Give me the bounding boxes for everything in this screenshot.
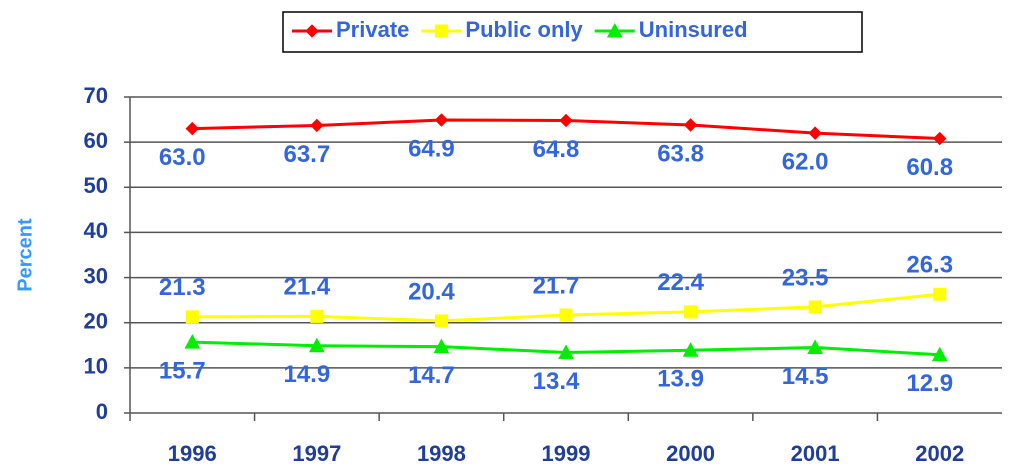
data-point	[310, 309, 324, 323]
data-point	[559, 308, 573, 322]
data-point	[808, 126, 822, 140]
y-tick-label: 40	[84, 218, 108, 243]
data-label: 21.7	[533, 272, 580, 299]
legend-box	[282, 11, 863, 53]
y-axis-label: Percent	[14, 218, 36, 292]
data-point	[434, 113, 449, 127]
data-point	[433, 338, 450, 354]
data-point	[684, 305, 698, 319]
data-label: 14.7	[408, 362, 455, 389]
data-label: 63.0	[159, 144, 206, 171]
legend-label: Uninsured	[639, 17, 748, 42]
legend-label: Public only	[465, 17, 583, 42]
data-label: 21.3	[159, 274, 206, 301]
data-label: 22.4	[657, 269, 704, 296]
legend-marker	[606, 22, 623, 38]
data-point	[682, 342, 699, 357]
data-point	[808, 300, 822, 314]
data-label: 14.5	[782, 363, 829, 390]
data-point	[933, 131, 947, 146]
data-label: 64.8	[533, 136, 580, 163]
y-tick-label: 20	[84, 309, 108, 334]
data-point	[931, 346, 948, 362]
data-point	[807, 339, 823, 355]
x-tick-label: 2000	[666, 441, 715, 466]
x-tick-label: 1999	[542, 441, 591, 466]
data-point	[309, 337, 325, 353]
x-tick-label: 1996	[168, 441, 217, 466]
legend-label: Private	[336, 17, 409, 42]
x-tick-label: 1998	[417, 441, 466, 466]
data-label: 23.5	[782, 264, 829, 291]
x-tick-label: 2001	[791, 441, 840, 466]
data-label: 14.9	[283, 361, 330, 388]
y-tick-label: 50	[84, 173, 108, 198]
data-point	[184, 334, 201, 349]
data-label: 60.8	[906, 154, 953, 181]
data-point	[185, 310, 199, 324]
data-label: 64.9	[408, 135, 455, 162]
y-tick-label: 0	[96, 399, 108, 424]
data-label: 26.3	[906, 252, 953, 279]
data-label: 20.4	[408, 278, 455, 305]
data-label: 13.4	[533, 368, 580, 395]
y-tick-label: 10	[84, 354, 108, 379]
data-label: 21.4	[283, 274, 330, 301]
data-point	[683, 118, 698, 132]
data-label: 63.8	[657, 140, 704, 167]
data-point	[185, 121, 199, 136]
data-label: 13.9	[657, 366, 704, 393]
data-point	[310, 118, 324, 133]
legend-marker	[434, 24, 448, 38]
data-label: 12.9	[906, 370, 953, 397]
y-tick-label: 70	[84, 83, 108, 108]
x-tick-label: 2002	[915, 441, 964, 466]
data-point	[559, 113, 573, 128]
data-label: 15.7	[159, 357, 206, 384]
legend-marker	[305, 24, 319, 38]
y-tick-label: 60	[84, 128, 108, 153]
data-point	[558, 344, 574, 360]
data-label: 63.7	[283, 141, 330, 168]
data-point	[933, 287, 947, 301]
y-tick-label: 30	[84, 263, 108, 288]
data-label: 62.0	[782, 148, 829, 175]
data-point	[434, 314, 448, 328]
x-tick-label: 1997	[292, 441, 341, 466]
